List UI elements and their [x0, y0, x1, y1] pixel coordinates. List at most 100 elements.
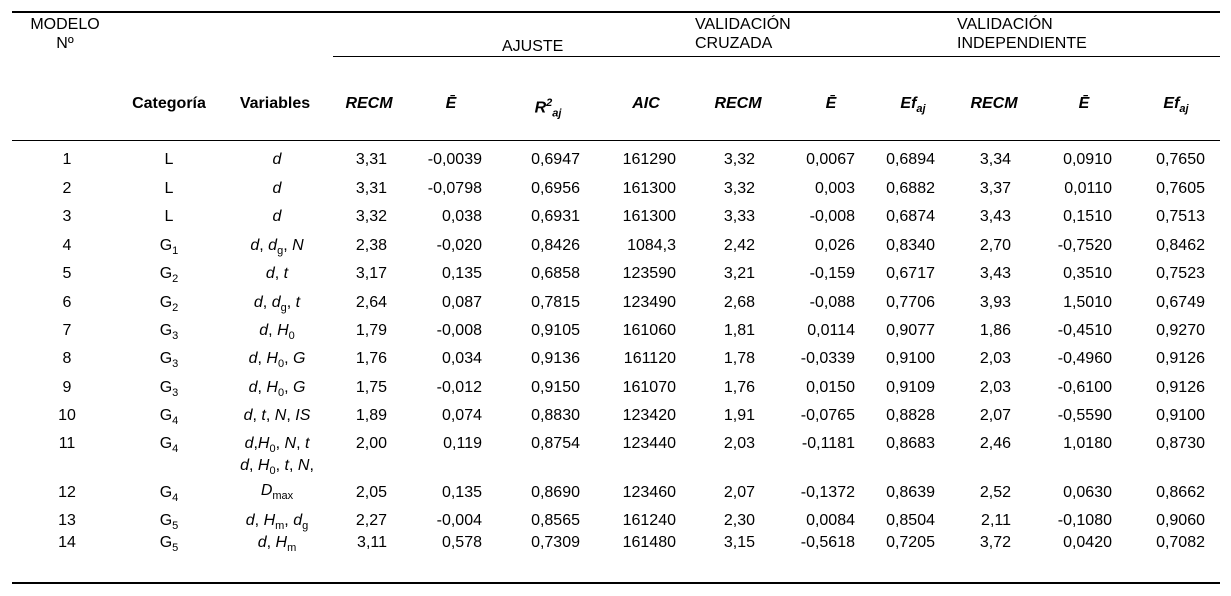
- cell-recm3: 2,70: [979, 237, 1011, 254]
- cell-n: 3: [62, 208, 72, 225]
- cell-aic: 1084,3: [627, 237, 676, 254]
- cell-ef2: 0,8340: [886, 237, 935, 254]
- cell-cat: L: [164, 180, 174, 197]
- col-efaj-independiente: Efaj: [1163, 95, 1189, 116]
- col-efaj-cruzada: Efaj: [900, 95, 926, 116]
- col-r2aj: R2aj: [534, 97, 562, 120]
- cell-ef2: 0,9100: [886, 350, 935, 367]
- cell-cat: G2: [159, 294, 179, 315]
- cell-recm3: 2,46: [979, 435, 1011, 452]
- col-recm-ajuste: RECM: [345, 95, 393, 112]
- cell-aic: 123460: [622, 484, 676, 501]
- cell-ef2: 0,7205: [886, 534, 935, 551]
- cell-recm3: 3,34: [979, 151, 1011, 168]
- cell-r2: 0,7309: [531, 534, 580, 551]
- cell-ef3: 0,9100: [1156, 407, 1205, 424]
- cell-vars: d, t, N, IS: [243, 407, 311, 424]
- cell-vars: d: [272, 180, 282, 197]
- cell-cat: G3: [159, 322, 179, 343]
- cell-recm3: 1,86: [979, 322, 1011, 339]
- cell-aic: 161480: [622, 534, 676, 551]
- cell-aic: 161240: [622, 512, 676, 529]
- cell-recm2: 2,30: [723, 512, 755, 529]
- cell-cat: G4: [159, 435, 179, 456]
- cell-cat: G1: [159, 237, 179, 258]
- cell-ef2: 0,6717: [886, 265, 935, 282]
- cell-e2: 0,0067: [806, 151, 855, 168]
- cell-e3: -0,4960: [1057, 350, 1112, 367]
- cell-aic: 161060: [622, 322, 676, 339]
- cell-r2: 0,8565: [531, 512, 580, 529]
- cell-ef2: 0,6882: [886, 180, 935, 197]
- cell-aic: 161300: [622, 180, 676, 197]
- cell-e1: 0,578: [441, 534, 482, 551]
- cell-recm3: 2,11: [981, 512, 1011, 529]
- cell-e3: -0,6100: [1057, 379, 1112, 396]
- cell-cat: G4: [159, 407, 179, 428]
- cell-recm1: 2,38: [355, 237, 387, 254]
- col-recm-independiente: RECM: [970, 95, 1018, 112]
- cell-n: 9: [62, 379, 72, 396]
- cell-n: 4: [62, 237, 72, 254]
- cell-ef2: 0,9109: [886, 379, 935, 396]
- header-bottom-rule: [12, 140, 1220, 141]
- cell-aic: 123420: [622, 407, 676, 424]
- cell-e3: 0,0420: [1063, 534, 1112, 551]
- cell-n: 5: [62, 265, 72, 282]
- cell-e1: 0,034: [441, 350, 482, 367]
- cell-cat: L: [164, 208, 174, 225]
- cell-ef2: 0,6894: [886, 151, 935, 168]
- cell-cat: G3: [159, 379, 179, 400]
- cell-e1: 0,038: [441, 208, 482, 225]
- col-recm-cruzada: RECM: [714, 95, 762, 112]
- cell-recm3: 3,93: [979, 294, 1011, 311]
- cell-n: 12: [58, 484, 76, 501]
- cell-e1: -0,020: [436, 237, 482, 254]
- cell-vars: d, t: [265, 265, 289, 282]
- cell-recm3: 3,43: [979, 208, 1011, 225]
- cell-e1: -0,0039: [427, 151, 482, 168]
- cell-cat: L: [164, 151, 174, 168]
- col-ebar-independiente: Ē: [1078, 95, 1090, 112]
- cell-vars: d, H0, G: [248, 379, 306, 400]
- cell-recm3: 3,37: [979, 180, 1011, 197]
- cell-aic: 161290: [622, 151, 676, 168]
- cell-recm2: 2,07: [723, 484, 755, 501]
- cell-recm1: 3,17: [355, 265, 387, 282]
- cell-n: 7: [62, 322, 72, 339]
- cell-ef2: 0,8828: [886, 407, 935, 424]
- cell-recm3: 3,72: [979, 534, 1011, 551]
- cell-recm2: 2,68: [723, 294, 755, 311]
- cell-n: 8: [62, 350, 72, 367]
- cell-recm2: 3,32: [723, 151, 755, 168]
- cell-n: 13: [58, 512, 76, 529]
- cell-e1: -0,012: [436, 379, 482, 396]
- cell-e3: 0,1510: [1063, 208, 1112, 225]
- col-variables: Variables: [239, 95, 311, 112]
- cell-recm1: 1,75: [355, 379, 387, 396]
- cell-e3: -0,5590: [1057, 407, 1112, 424]
- cell-e3: 1,5010: [1063, 294, 1112, 311]
- group-header-rule: [333, 56, 1220, 57]
- cell-recm1: 2,00: [355, 435, 387, 452]
- cell-ef3: 0,9126: [1156, 379, 1205, 396]
- cell-recm1: 1,76: [355, 350, 387, 367]
- cell-ef2: 0,6874: [886, 208, 935, 225]
- cell-vars: d, dg, N: [250, 237, 304, 258]
- cell-e2: -0,5618: [800, 534, 855, 551]
- cell-ef3: 0,8730: [1156, 435, 1205, 452]
- top-rule: [12, 11, 1220, 13]
- cell-e3: 0,0630: [1063, 484, 1112, 501]
- cell-e1: 0,119: [443, 435, 482, 452]
- cell-e2: -0,1181: [801, 435, 855, 452]
- col-ebar-cruzada: Ē: [825, 95, 837, 112]
- cell-n: 11: [58, 435, 76, 452]
- cell-recm1: 1,89: [355, 407, 387, 424]
- cell-recm1: 1,79: [355, 322, 387, 339]
- cell-e3: -0,1080: [1057, 512, 1112, 529]
- cell-e3: -0,4510: [1057, 322, 1112, 339]
- cell-e2: -0,159: [809, 265, 855, 282]
- cell-ef2: 0,7706: [886, 294, 935, 311]
- cell-r2: 0,6956: [531, 180, 580, 197]
- col-aic: AIC: [632, 95, 660, 112]
